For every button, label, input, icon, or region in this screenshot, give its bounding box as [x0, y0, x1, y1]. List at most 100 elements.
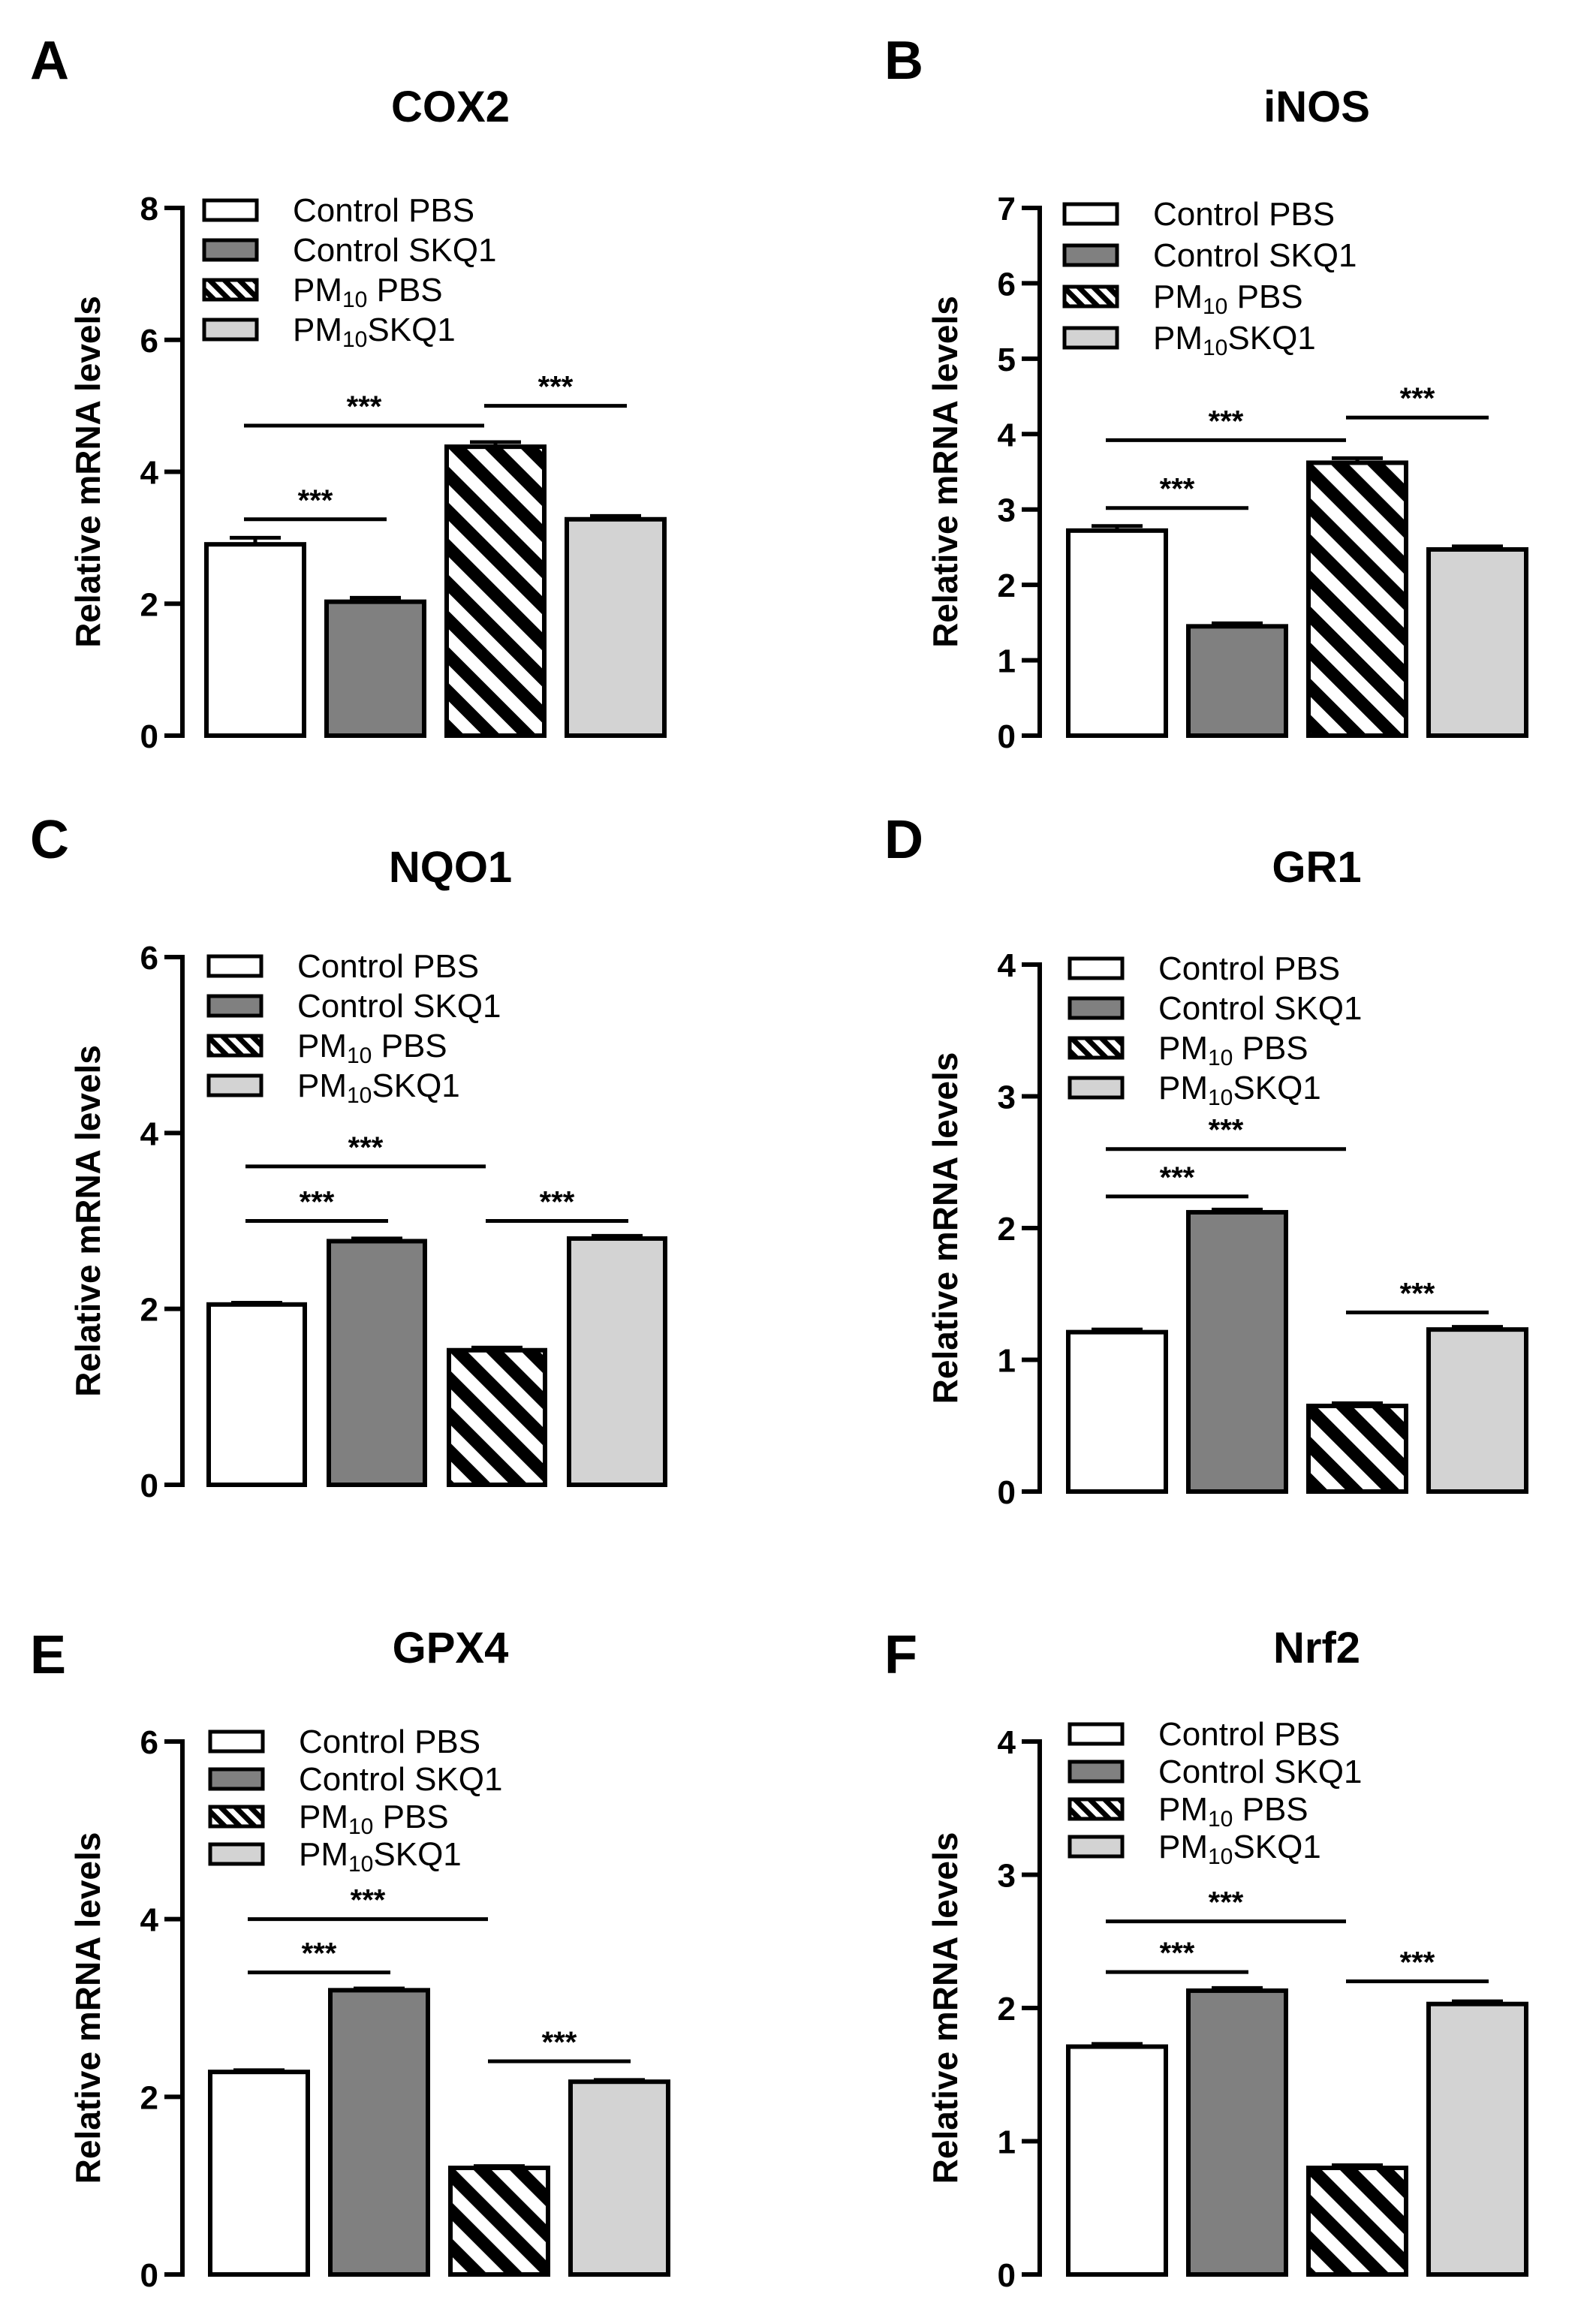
significance-label: ***	[302, 1937, 337, 1970]
panel-letter: E	[30, 1625, 66, 1685]
legend-label-subscript: 10	[348, 1852, 373, 1877]
significance-label: ***	[1400, 382, 1435, 415]
legend-label-subscript: 10	[347, 1043, 372, 1068]
y-tick-label: 0	[140, 1468, 158, 1504]
y-tick-label: 4	[998, 1724, 1016, 1761]
bar-pm10-skq1	[567, 1236, 667, 1488]
significance-label: ***	[1209, 1114, 1244, 1147]
significance-label: ***	[1400, 1277, 1435, 1310]
panel-c: C NQO1 Relative mRNA levels 0 2 4 6 *** *** *** Co…	[30, 810, 667, 1504]
y-tick-label: 1	[998, 643, 1016, 680]
y-axis-label: Relative mRNA levels	[68, 296, 107, 648]
legend-swatch	[206, 954, 263, 978]
legend-swatch	[1068, 1076, 1125, 1100]
y-tick-label: 6	[998, 266, 1016, 303]
y-tick-label: 1	[998, 2124, 1016, 2161]
legend-label-suffix: PBS	[372, 1028, 447, 1064]
y-tick-label: 4	[140, 455, 159, 492]
significance-label: ***	[542, 2026, 577, 2059]
significance-label: ***	[1160, 1937, 1195, 1970]
legend-label-text: PM	[1153, 278, 1203, 315]
bar-control-skq1	[324, 599, 426, 739]
legend-label-subscript: 10	[1208, 1844, 1233, 1869]
chart-title: GR1	[1272, 843, 1361, 892]
y-tick-label: 6	[140, 323, 158, 360]
panel-e: E GPX4 Relative mRNA levels 0 2 4 6 *** *** *** Co…	[30, 1624, 670, 2294]
chart-title: NQO1	[389, 843, 512, 892]
legend-swatch	[1068, 1797, 1125, 1821]
y-tick-label: 6	[140, 940, 158, 977]
y-tick-label: 2	[140, 586, 158, 623]
legend-label-text: PM	[1158, 1791, 1208, 1828]
panel-a: A COX2 Relative mRNA levels 0 2 4 6 8 *** *** *** C…	[30, 31, 667, 755]
bar-control-skq1	[328, 1988, 430, 2277]
bar-pm10-pbs	[448, 2166, 550, 2277]
panel-letter: F	[884, 1625, 917, 1685]
legend-label: Control PBS	[293, 192, 474, 229]
bar-pm10-skq1	[1426, 546, 1528, 738]
legend-label-subscript: 10	[1208, 1807, 1233, 1832]
bar-control-pbs	[1066, 2044, 1168, 2277]
y-tick-label: 0	[140, 718, 158, 755]
y-tick-label: 4	[998, 417, 1016, 453]
bar-control-pbs	[1066, 528, 1168, 738]
legend-label: Control SKQ1	[293, 232, 496, 269]
legend-swatch	[206, 1034, 263, 1058]
legend-swatch	[1068, 1760, 1125, 1784]
legend-label: PM10 PBS	[299, 1799, 449, 1839]
panel-f: F Nrf2 Relative mRNA levels 0 1 2 3 4 *** *** *** C…	[884, 1624, 1528, 2294]
chart-title: Nrf2	[1273, 1624, 1360, 1672]
significance-label: ***	[351, 1884, 386, 1917]
legend-label: Control SKQ1	[299, 1761, 502, 1798]
legend-label: Control PBS	[297, 948, 479, 985]
legend-swatch	[1062, 326, 1119, 350]
y-tick-label: 2	[140, 2079, 158, 2116]
legend-label-text: Control SKQ1	[293, 232, 496, 269]
bar-control-skq1	[1186, 1209, 1288, 1494]
legend-label-text: PM	[299, 1836, 348, 1873]
legend-label: Control PBS	[299, 1723, 480, 1760]
legend-label-suffix: SKQ1	[373, 1836, 461, 1873]
legend-label-subscript: 10	[1203, 336, 1227, 360]
legend-label-suffix: SKQ1	[372, 1067, 459, 1104]
panel-d: D GR1 Relative mRNA levels 0 1 2 3 4 *** *** *** Co…	[884, 810, 1528, 1511]
y-tick-label: 2	[140, 1292, 158, 1329]
significance-label: ***	[298, 484, 333, 517]
bar-pm10-pbs	[1306, 460, 1408, 738]
panel-letter: B	[884, 31, 923, 91]
legend-swatch	[1068, 1835, 1125, 1859]
panel-letter: C	[30, 810, 69, 870]
bar-pm10-pbs	[1306, 2166, 1408, 2277]
legend-label-suffix: SKQ1	[1227, 320, 1315, 357]
chart-title: iNOS	[1263, 83, 1370, 131]
legend-swatch	[1068, 956, 1125, 980]
bar-pm10-pbs	[1306, 1403, 1408, 1495]
significance-label: ***	[347, 390, 382, 423]
legend-swatch	[1068, 1722, 1125, 1746]
bar-pm10-pbs	[444, 444, 547, 738]
legend-swatch	[206, 994, 263, 1018]
legend-label: PM10SKQ1	[1158, 1070, 1321, 1110]
y-tick-label: 8	[140, 191, 158, 227]
legend-label-text: PM	[293, 312, 342, 348]
y-tick-label: 0	[998, 2257, 1016, 2294]
legend-label: PM10SKQ1	[299, 1836, 462, 1877]
legend-swatch	[202, 278, 259, 302]
legend-label: Control PBS	[1153, 196, 1335, 233]
y-axis-label: Relative mRNA levels	[926, 1052, 965, 1404]
y-tick-label: 2	[998, 1991, 1016, 2028]
legend-label-suffix: PBS	[373, 1799, 448, 1835]
legend-label: PM10SKQ1	[1153, 320, 1316, 360]
significance-label: ***	[1160, 473, 1195, 506]
y-axis-label: Relative mRNA levels	[926, 1832, 965, 2184]
y-tick-label: 6	[140, 1724, 158, 1761]
bar-control-pbs	[204, 542, 306, 738]
significance-label: ***	[300, 1186, 335, 1219]
y-tick-label: 3	[998, 492, 1016, 529]
bar-pm10-skq1	[1426, 1327, 1528, 1495]
significance-label: ***	[538, 371, 574, 404]
legend-label-text: PM	[297, 1028, 347, 1064]
